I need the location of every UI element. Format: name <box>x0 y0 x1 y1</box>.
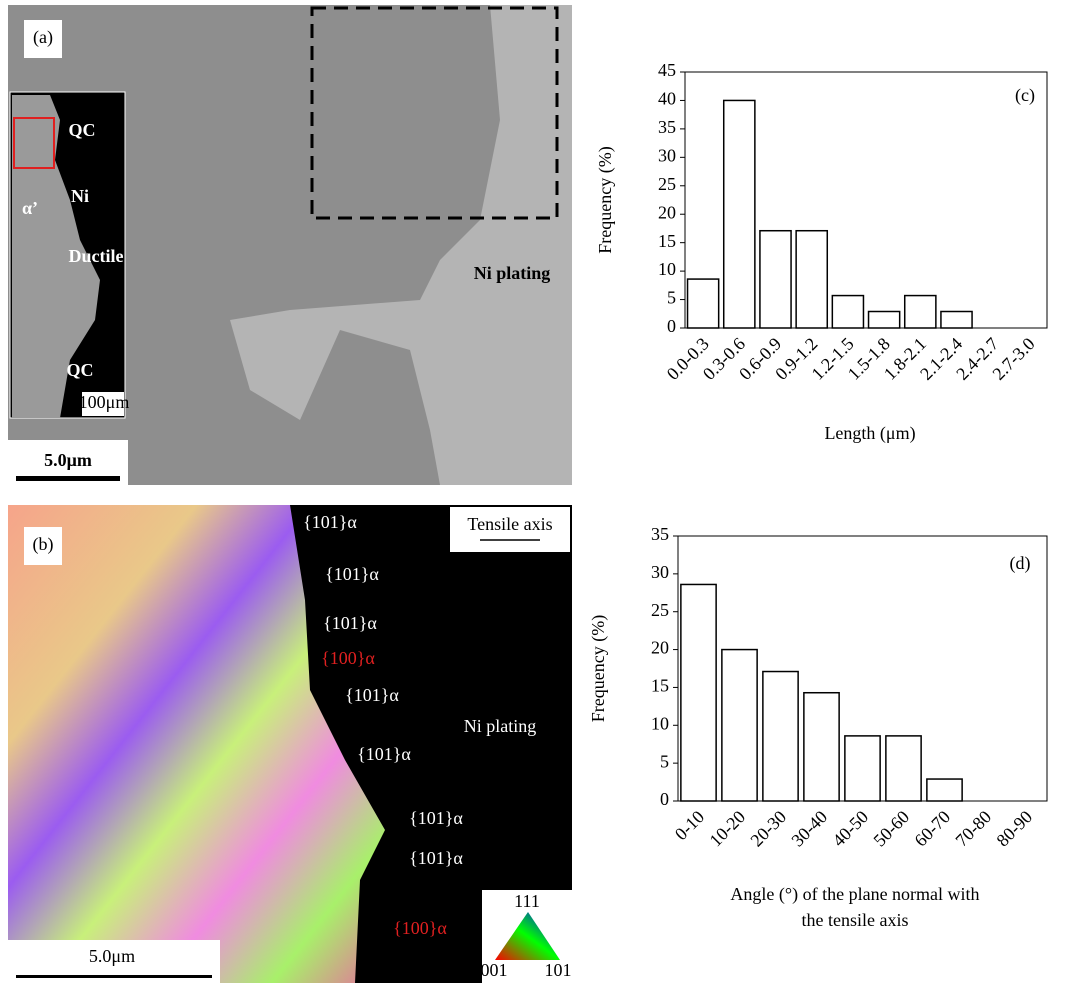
panel-label: {101}α <box>323 613 377 633</box>
x-tick-label: 40-50 <box>828 807 872 851</box>
bar <box>686 278 720 329</box>
bar <box>903 294 937 329</box>
ebsd-map <box>8 505 385 983</box>
panel-label: {101}α <box>325 564 379 584</box>
y-tick-label: 20 <box>651 638 669 658</box>
panel-label: 100μm <box>79 392 130 412</box>
y-tick-label: 5 <box>660 751 669 771</box>
y-tick-label: 30 <box>651 562 669 582</box>
ipf-triangle <box>495 912 560 960</box>
y-tick-label: 35 <box>658 117 676 137</box>
x-tick-label: 30-40 <box>787 807 831 851</box>
panel-label: {100}α <box>393 918 447 938</box>
x-tick-label: 50-60 <box>869 807 913 851</box>
bar <box>721 648 758 802</box>
panel-label: Ni <box>71 186 89 206</box>
x-axis-label: Angle (°) of the plane normal with <box>730 884 979 905</box>
panel-label: 101 <box>545 960 572 980</box>
panel-label: 001 <box>481 960 508 980</box>
bar <box>795 229 829 329</box>
panel-label: 5.0μm <box>89 946 135 966</box>
y-tick-label: 25 <box>651 600 669 620</box>
y-tick-label: 40 <box>658 89 676 109</box>
x-tick-label: 70-80 <box>951 807 995 851</box>
y-tick-label: 35 <box>651 524 669 544</box>
x-tick-label: 0-10 <box>671 807 708 844</box>
panel-label: (a) <box>33 27 53 48</box>
panel-label: {101}α <box>303 512 357 532</box>
y-tick-label: 10 <box>658 259 676 279</box>
y-tick-label: 0 <box>660 789 669 809</box>
inset-region <box>12 95 100 418</box>
x-tick-label: 80-90 <box>992 807 1036 851</box>
panel-label: (b) <box>33 534 54 555</box>
panel-label: Ni plating <box>474 263 551 283</box>
bar <box>940 310 973 329</box>
y-tick-label: 45 <box>658 60 676 80</box>
bar <box>759 229 792 329</box>
panel-label: QC <box>69 120 96 140</box>
y-tick-label: 15 <box>658 231 676 251</box>
annotation: (c) <box>1015 85 1035 106</box>
panel-label: α’ <box>22 198 38 218</box>
bar <box>885 735 922 802</box>
panel-label: QC <box>67 360 94 380</box>
bar <box>867 310 901 329</box>
label-box <box>24 20 62 58</box>
panel-label: Ni plating <box>464 716 537 736</box>
scale-box <box>82 392 124 416</box>
plot-frame <box>684 71 1048 329</box>
annotation: (d) <box>1010 553 1031 574</box>
panel-label: {101}α <box>409 848 463 868</box>
bar <box>831 294 865 329</box>
panel-label: {101}α <box>345 685 399 705</box>
bar <box>926 778 963 802</box>
ni-plating-region <box>230 5 572 485</box>
panel-label: Ductile <box>69 246 124 266</box>
inset-box <box>13 117 55 169</box>
bar <box>722 99 756 329</box>
bar <box>803 691 840 802</box>
label-box <box>450 507 570 552</box>
panel-label: {101}α <box>409 808 463 828</box>
bar <box>844 735 881 802</box>
scale-bar <box>16 476 120 481</box>
y-tick-label: 15 <box>651 676 669 696</box>
y-tick-label: 0 <box>667 316 676 336</box>
panel-label: Tensile axis <box>467 514 552 534</box>
x-tick-label: 60-70 <box>910 807 954 851</box>
panel-label: {100}α <box>321 648 375 668</box>
y-tick-label: 20 <box>658 202 676 222</box>
x-tick-label: 2.7-3.0 <box>988 334 1038 384</box>
y-tick-label: 25 <box>658 174 676 194</box>
x-tick-label: 10-20 <box>705 807 749 851</box>
y-tick-label: 30 <box>658 145 676 165</box>
x-axis-label: the tensile axis <box>802 910 909 930</box>
panel-label: 5.0μm <box>44 450 92 470</box>
y-axis-label: Frequency (%) <box>588 615 609 722</box>
label-box <box>24 527 62 565</box>
y-tick-label: 5 <box>667 288 676 308</box>
scale-bar <box>16 975 212 978</box>
bar <box>762 670 799 802</box>
y-tick-label: 10 <box>651 713 669 733</box>
panel-label: 111 <box>514 891 540 911</box>
dashed-box <box>310 6 559 220</box>
y-axis-label: Frequency (%) <box>595 146 616 253</box>
panel-label: {101}α <box>357 744 411 764</box>
x-tick-label: 20-30 <box>746 807 790 851</box>
bar <box>680 583 717 802</box>
x-axis-label: Length (μm) <box>824 423 915 444</box>
